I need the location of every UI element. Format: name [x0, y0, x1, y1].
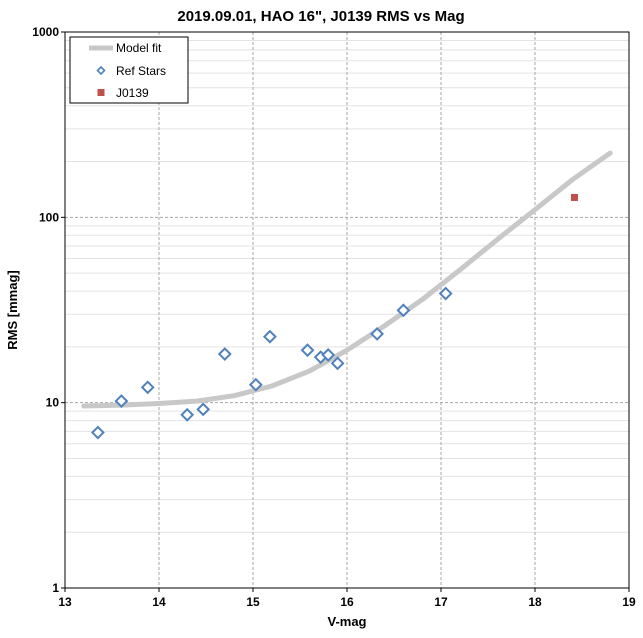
legend-j0139-swatch [97, 89, 105, 96]
chart-title: 2019.09.01, HAO 16", J0139 RMS vs Mag [177, 8, 464, 25]
y-tick-label: 10 [46, 396, 60, 410]
series-layer [81, 150, 613, 440]
y-tick-label: 100 [39, 210, 59, 224]
y-tick-label: 1000 [32, 25, 59, 39]
x-tick-label: 13 [58, 595, 72, 609]
grid-layer [64, 31, 630, 589]
ref-star-point [90, 425, 105, 440]
x-tick-label: 19 [622, 595, 636, 609]
ref-star-point [321, 347, 336, 362]
x-tick-label: 16 [340, 595, 354, 609]
x-tick-label: 17 [434, 595, 448, 609]
x-tick-label: 18 [528, 595, 542, 609]
legend-ref-stars-swatch [96, 65, 106, 76]
ref-star-point [263, 329, 277, 344]
ref-star-point [248, 377, 263, 392]
ref-star-point [300, 343, 315, 358]
j0139-point [570, 193, 578, 201]
ref-star-point [140, 380, 155, 395]
ref-star-point [114, 394, 129, 408]
ref-star-point [396, 303, 411, 318]
ref-star-point [196, 402, 211, 417]
x-axis-title: V-mag [327, 614, 366, 629]
ref-star-point [180, 407, 195, 422]
legend: Model fit Ref Stars J0139 [69, 36, 189, 104]
model-fit-line [81, 150, 613, 409]
y-tick-label: 1 [52, 581, 59, 595]
y-axis-title: RMS [mmag] [5, 270, 20, 349]
ref-star-point [438, 286, 453, 301]
ref-star-point [330, 356, 345, 371]
ref-star-point [370, 326, 384, 341]
x-tick-label: 15 [246, 595, 260, 609]
tick-labels: 1 10 100 1000 13 14 15 16 17 18 19 [32, 25, 636, 609]
legend-j0139-label: J0139 [116, 86, 149, 100]
legend-model-fit-label: Model fit [116, 41, 162, 55]
legend-ref-stars-label: Ref Stars [116, 64, 166, 78]
ref-star-point [217, 347, 232, 361]
x-tick-label: 14 [152, 595, 166, 609]
